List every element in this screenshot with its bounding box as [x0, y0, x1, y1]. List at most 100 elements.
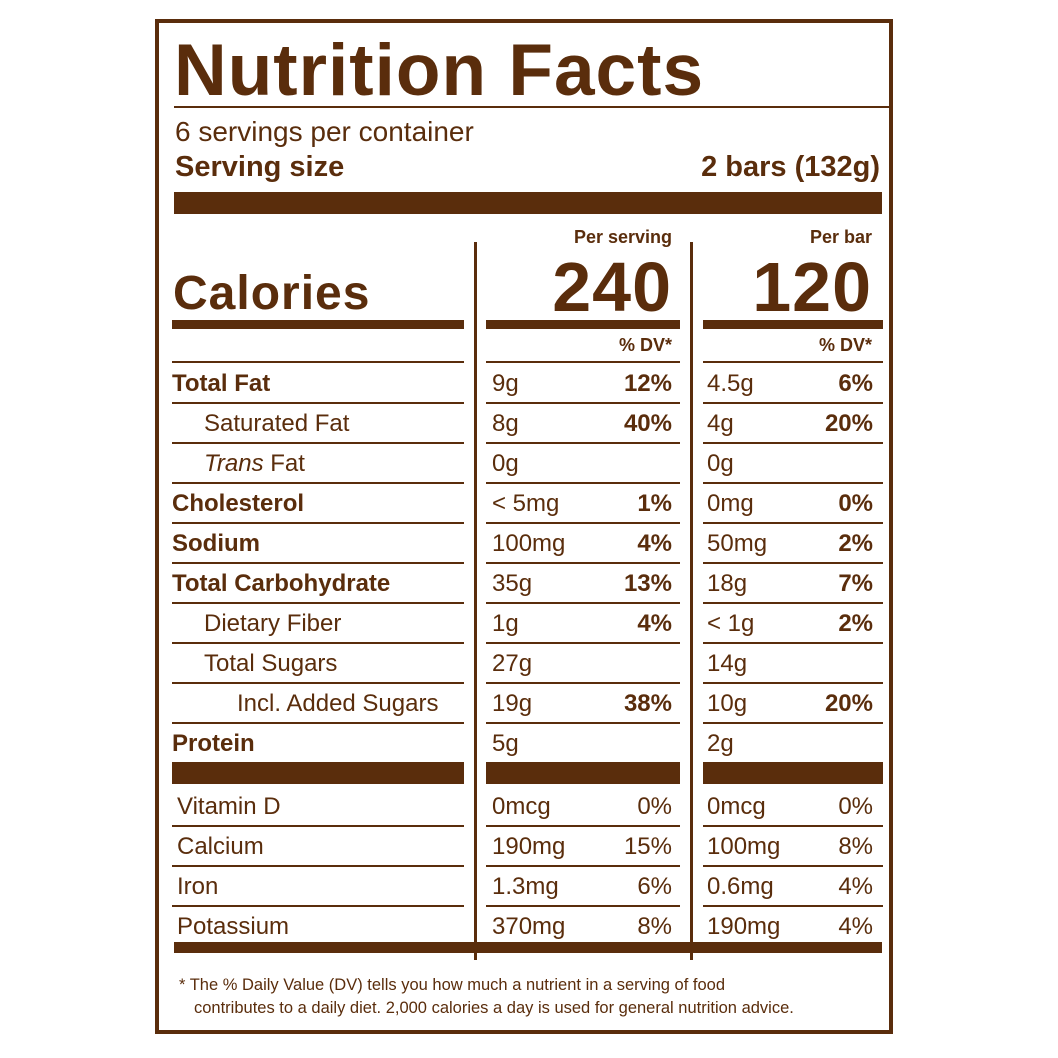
- serving-amount: 0g: [492, 450, 519, 477]
- row-divider-left: [172, 642, 464, 644]
- row-divider-left: [172, 522, 464, 524]
- bar-amount: 0mg: [707, 490, 754, 517]
- vitamin-label: Potassium: [177, 913, 290, 940]
- vitamin-divider-right: [703, 905, 883, 907]
- bar-amount: 0.6mg: [707, 873, 774, 900]
- row-divider-left: [172, 602, 464, 604]
- vitamin-divider-right: [703, 825, 883, 827]
- row-divider-right: [703, 482, 883, 484]
- serving-size-value: 2 bars (132g): [701, 151, 880, 183]
- bar-amount: 0g: [707, 450, 734, 477]
- bar-dv: 4%: [838, 873, 873, 900]
- bar-amount: 4g: [707, 410, 734, 437]
- calories-bar-mid: [486, 320, 680, 329]
- serving-amount: 1.3mg: [492, 873, 559, 900]
- bar-amount: 2g: [707, 730, 734, 757]
- serving-dv: 0%: [637, 793, 672, 820]
- serving-amount: 370mg: [492, 913, 566, 940]
- nutrient-label: Dietary Fiber: [204, 610, 342, 637]
- row-divider-right: [703, 522, 883, 524]
- footnote-line-1: * The % Daily Value (DV) tells you how m…: [179, 976, 725, 994]
- serving-amount: 190mg: [492, 833, 566, 860]
- calories-per-bar: 120: [752, 248, 872, 326]
- calories-per-serving: 240: [552, 248, 672, 326]
- bar-amount: 18g: [707, 570, 748, 597]
- bar-amount: 190mg: [707, 913, 781, 940]
- bar-dv: 0%: [838, 490, 873, 517]
- bar-dv: 7%: [838, 570, 873, 597]
- serving-dv: 6%: [637, 873, 672, 900]
- servings-per-container: 6 servings per container: [175, 116, 474, 147]
- footnote-line-2: contributes to a daily diet. 2,000 calor…: [194, 999, 794, 1017]
- serving-amount: 0mcg: [492, 793, 551, 820]
- thick-divider-top: [174, 192, 882, 214]
- row-divider-left: [172, 562, 464, 564]
- vitamin-band-mid: [486, 762, 680, 784]
- nutrient-label-rest: Fat: [263, 450, 305, 477]
- nutrient-label: Trans Fat: [204, 452, 305, 476]
- vitamin-label: Iron: [177, 873, 219, 900]
- bar-dv: 6%: [838, 370, 873, 397]
- row-divider-right: [703, 602, 883, 604]
- serving-amount: 100mg: [492, 530, 566, 557]
- calories-label: Calories: [173, 267, 371, 320]
- row-divider-left: [172, 482, 464, 484]
- bar-amount: 0mcg: [707, 793, 766, 820]
- serving-amount: 35g: [492, 570, 533, 597]
- row-divider-mid: [486, 602, 680, 604]
- nutrition-facts-panel: [155, 19, 893, 1034]
- title-divider: [174, 106, 890, 108]
- row-divider-right: [703, 442, 883, 444]
- per-bar-header: Per bar: [809, 227, 872, 247]
- nutrient-label: Sodium: [172, 530, 260, 557]
- column-divider-1: [474, 242, 477, 960]
- serving-size-label: Serving size: [175, 151, 345, 183]
- serving-dv: 4%: [637, 530, 672, 557]
- vitamin-divider-left: [172, 865, 464, 867]
- bar-dv: 8%: [838, 833, 873, 860]
- dv-divider-right: [703, 361, 883, 363]
- bar-amount: < 1g: [707, 610, 755, 637]
- vitamin-divider-right: [703, 865, 883, 867]
- row-divider-mid: [486, 562, 680, 564]
- vitamin-label: Calcium: [177, 833, 264, 860]
- row-divider-mid: [486, 402, 680, 404]
- dv-header-bar: % DV*: [818, 335, 872, 355]
- serving-dv: 38%: [623, 690, 672, 717]
- row-divider-left: [172, 682, 464, 684]
- bar-dv: 20%: [824, 410, 873, 437]
- nutrient-label-italic: Trans: [204, 450, 264, 477]
- nutrient-label: Total Carbohydrate: [172, 570, 391, 597]
- nutrient-label: Total Sugars: [204, 650, 338, 677]
- vitamin-divider-mid: [486, 825, 680, 827]
- serving-amount: < 5mg: [492, 490, 560, 517]
- serving-amount: 5g: [492, 730, 519, 757]
- vitamin-divider-left: [172, 825, 464, 827]
- row-divider-mid: [486, 482, 680, 484]
- serving-amount: 9g: [492, 370, 519, 397]
- row-divider-right: [703, 722, 883, 724]
- serving-dv: 40%: [623, 410, 672, 437]
- dv-header-serving: % DV*: [618, 335, 672, 355]
- serving-amount: 19g: [492, 690, 533, 717]
- nutrient-label: Cholesterol: [172, 490, 305, 517]
- vitamin-divider-mid: [486, 865, 680, 867]
- bar-amount: 100mg: [707, 833, 781, 860]
- vitamin-divider-left: [172, 905, 464, 907]
- serving-dv: 1%: [637, 490, 672, 517]
- per-serving-header: Per serving: [573, 227, 672, 247]
- vitamin-band-right: [703, 762, 883, 784]
- row-divider-left: [172, 722, 464, 724]
- row-divider-right: [703, 682, 883, 684]
- bar-amount: 50mg: [707, 530, 768, 557]
- bar-dv: 20%: [824, 690, 873, 717]
- serving-dv: 4%: [637, 610, 672, 637]
- panel-title: Nutrition Facts: [174, 30, 705, 111]
- bar-dv: 2%: [838, 530, 873, 557]
- nutrient-label: Incl. Added Sugars: [237, 690, 439, 717]
- row-divider-mid: [486, 442, 680, 444]
- thick-divider-bottom: [174, 942, 882, 953]
- serving-dv: 8%: [637, 913, 672, 940]
- dv-divider-mid: [486, 361, 680, 363]
- row-divider-mid: [486, 642, 680, 644]
